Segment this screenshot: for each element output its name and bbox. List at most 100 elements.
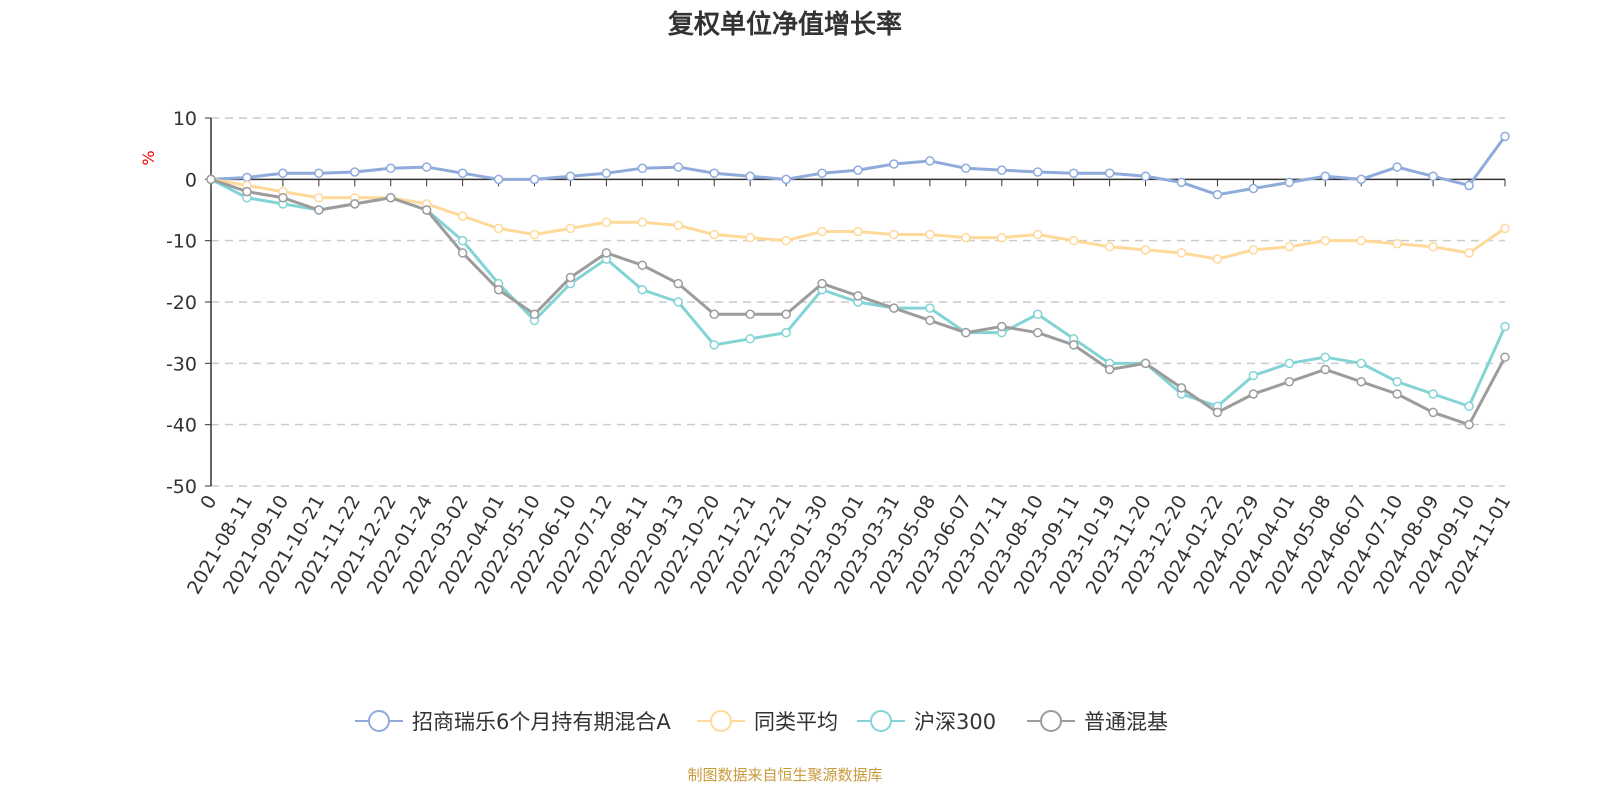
data-point <box>673 297 684 307</box>
legend-marker-icon <box>870 710 892 732</box>
data-point <box>1500 131 1510 142</box>
data-point <box>1392 389 1402 399</box>
data-point <box>1032 167 1043 177</box>
data-point <box>817 278 827 289</box>
data-point <box>1176 248 1187 258</box>
y-tick-label: -40 <box>166 415 197 437</box>
data-point <box>1140 358 1151 369</box>
data-point <box>1464 401 1474 412</box>
data-point <box>1212 407 1223 418</box>
legend-item[interactable]: 招商瑞乐6个月持有期混合A <box>355 710 671 734</box>
legend-label: 沪深300 <box>914 710 996 734</box>
data-point <box>457 248 468 258</box>
data-point <box>1284 242 1295 252</box>
data-point <box>314 168 324 178</box>
data-point <box>637 284 648 295</box>
y-tick-label: 0 <box>185 169 197 191</box>
y-tick-label: -10 <box>166 231 197 253</box>
data-point <box>242 172 252 183</box>
data-point <box>1068 235 1079 246</box>
data-point <box>1248 245 1259 255</box>
y-tick-label: -30 <box>166 353 197 375</box>
data-point <box>350 199 360 209</box>
data-point <box>314 205 324 215</box>
data-point <box>350 167 360 177</box>
data-point <box>601 248 612 258</box>
series-line <box>210 177 1506 261</box>
data-point <box>709 340 719 350</box>
data-point <box>1392 376 1402 387</box>
series-0 <box>206 131 1510 200</box>
series-1 <box>206 174 1510 264</box>
data-point <box>565 272 576 283</box>
data-point <box>529 174 540 185</box>
data-point <box>817 226 827 237</box>
data-point <box>961 327 971 338</box>
data-point <box>1392 238 1402 249</box>
data-point <box>889 229 899 240</box>
data-point <box>1248 389 1259 399</box>
data-point <box>493 223 504 234</box>
data-point <box>1212 254 1223 264</box>
legend-item[interactable]: 沪深300 <box>857 710 996 734</box>
data-point <box>421 162 432 172</box>
data-point <box>1464 180 1474 191</box>
data-point <box>529 309 540 320</box>
data-point <box>673 220 684 231</box>
data-point <box>1032 229 1043 240</box>
x-tick-label: 0 <box>196 492 221 513</box>
data-point <box>1428 242 1438 252</box>
data-point <box>997 165 1007 175</box>
data-point <box>1500 321 1510 332</box>
legend-item[interactable]: 普通混基 <box>1027 710 1168 734</box>
data-point <box>1464 248 1474 258</box>
data-point <box>1500 223 1510 234</box>
data-point <box>1428 389 1438 399</box>
data-point <box>457 168 468 178</box>
y-tick-label: -20 <box>166 292 197 314</box>
data-point <box>853 291 863 301</box>
data-point <box>421 205 432 215</box>
data-point <box>889 159 899 169</box>
data-point <box>493 284 504 295</box>
data-point <box>601 168 612 178</box>
data-point <box>1104 242 1115 252</box>
data-point <box>853 165 863 175</box>
data-point <box>1176 177 1187 188</box>
data-point <box>781 235 791 246</box>
data-point <box>925 303 935 313</box>
data-point <box>745 334 755 344</box>
series-3 <box>206 174 1510 430</box>
legend-item[interactable]: 同类平均 <box>697 710 838 734</box>
legend-marker-icon <box>368 710 390 732</box>
data-point <box>242 186 252 197</box>
data-point <box>709 229 719 240</box>
data-point <box>637 163 648 174</box>
legend-marker-icon <box>1040 710 1062 732</box>
data-point <box>385 192 396 203</box>
data-point <box>1068 168 1079 178</box>
data-point <box>565 223 576 234</box>
data-point <box>314 192 324 203</box>
data-point <box>1212 189 1223 200</box>
data-point <box>781 174 791 185</box>
data-point <box>1248 370 1259 381</box>
data-point <box>1392 162 1402 172</box>
data-point <box>781 309 791 320</box>
y-tick-label: 10 <box>173 108 197 130</box>
data-point <box>1500 352 1510 362</box>
data-point <box>1284 177 1295 188</box>
data-point <box>997 321 1007 332</box>
data-point <box>1284 376 1295 387</box>
y-axis-label: % <box>139 150 158 165</box>
data-point <box>1320 235 1331 246</box>
data-point <box>637 260 648 270</box>
data-point <box>781 327 791 338</box>
data-point <box>1140 245 1151 255</box>
data-point <box>853 226 863 237</box>
data-point <box>1140 171 1151 182</box>
data-point <box>565 171 576 182</box>
data-point <box>925 229 935 240</box>
data-point <box>745 309 755 320</box>
